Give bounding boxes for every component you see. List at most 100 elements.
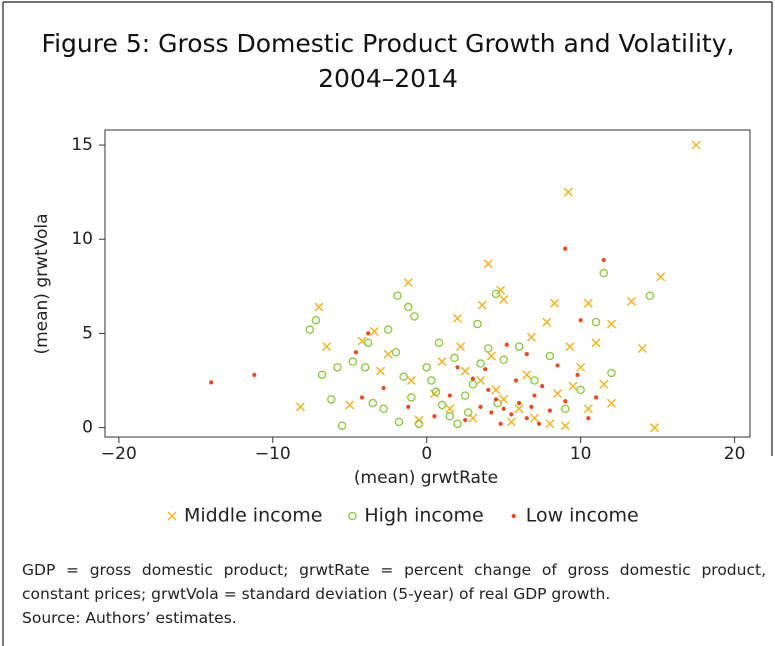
point (337, 421, 347, 430)
point (501, 406, 506, 411)
point (353, 350, 359, 355)
point (542, 317, 552, 327)
point (305, 325, 314, 334)
point (314, 302, 324, 312)
point (360, 363, 370, 372)
point (591, 338, 601, 348)
point (601, 257, 606, 263)
point (366, 331, 371, 336)
x-tick-label: 0 (421, 444, 432, 464)
point (496, 285, 506, 295)
point (463, 417, 468, 423)
point (498, 421, 503, 426)
point (516, 400, 522, 406)
point (483, 367, 488, 372)
point (586, 416, 591, 421)
x-axis-label: (mean) grwtRate (354, 468, 498, 488)
point (473, 319, 482, 329)
point (410, 312, 419, 321)
point (456, 342, 466, 352)
point (427, 376, 436, 385)
point (599, 379, 609, 389)
chart-title: Figure 5: Gross Domestic Product Growth … (41, 29, 735, 93)
point (460, 366, 470, 376)
point (404, 302, 413, 312)
point (322, 342, 332, 352)
point (363, 338, 373, 348)
point (483, 259, 493, 269)
point (545, 351, 555, 361)
point (606, 398, 616, 408)
point (537, 421, 542, 426)
plot-area (104, 129, 751, 438)
point (489, 410, 494, 415)
y-tick-label: 5 (82, 323, 93, 343)
point (376, 366, 386, 376)
legend-marker (511, 513, 516, 519)
point (476, 376, 486, 385)
point (506, 417, 516, 427)
point (545, 419, 555, 429)
point (591, 317, 601, 327)
point (437, 400, 447, 410)
point (345, 400, 355, 410)
x-tick-label: −10 (255, 444, 291, 464)
point (406, 404, 411, 409)
legend-label: High income (364, 505, 483, 527)
point (464, 408, 473, 417)
point (383, 325, 393, 334)
x-tick-label: 20 (724, 444, 746, 464)
point (453, 419, 462, 429)
point (626, 296, 636, 306)
point (524, 352, 529, 357)
point (399, 372, 408, 381)
point (348, 357, 358, 366)
point (509, 412, 514, 417)
point (407, 393, 416, 402)
point (499, 295, 509, 305)
point (547, 408, 552, 413)
point (529, 413, 539, 423)
point (532, 393, 537, 398)
point (583, 404, 593, 414)
point (645, 291, 655, 300)
point (311, 315, 321, 325)
point (540, 384, 545, 389)
point (431, 387, 441, 397)
point (470, 376, 476, 381)
point (403, 278, 413, 288)
point (381, 385, 386, 391)
point (476, 359, 485, 368)
point (453, 313, 463, 323)
point (317, 370, 327, 380)
point (504, 342, 509, 347)
point (460, 391, 470, 400)
point (486, 351, 496, 361)
point (434, 338, 444, 348)
point (576, 385, 585, 395)
point (656, 272, 666, 282)
point (529, 404, 534, 409)
point (550, 298, 559, 308)
point (578, 318, 583, 323)
point (447, 393, 452, 398)
point (555, 363, 560, 368)
point (477, 300, 487, 310)
legend-marker (348, 511, 357, 521)
point (576, 362, 586, 372)
point (565, 342, 575, 352)
point (432, 414, 437, 419)
point (393, 291, 402, 300)
point (599, 268, 609, 278)
point (486, 387, 491, 393)
point (563, 246, 568, 251)
point (553, 389, 563, 399)
point (691, 140, 701, 150)
point (414, 419, 424, 429)
point (422, 363, 431, 372)
note: GDP = gross domestic product; grwtRate =… (22, 561, 766, 603)
point (561, 404, 570, 413)
point (513, 378, 519, 383)
